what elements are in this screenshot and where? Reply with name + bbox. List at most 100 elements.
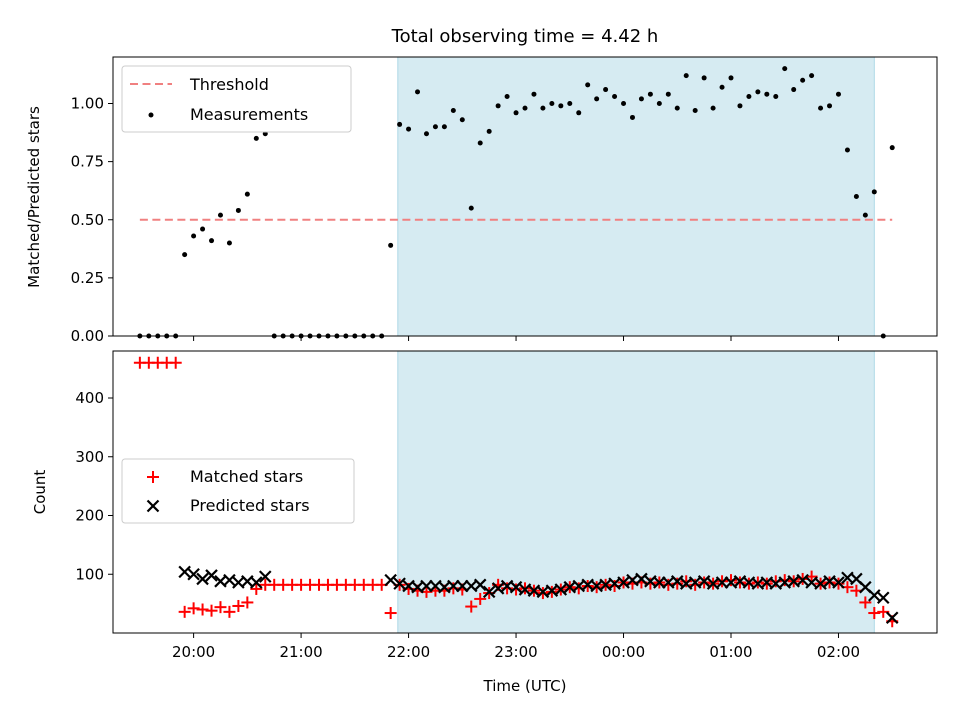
cross-b — [769, 577, 783, 590]
ratio-panel: 0.00 0.25 0.50 0.75 1.00 Matched/Predicted s… — [25, 56, 938, 345]
predicted-star-point — [223, 573, 236, 587]
measurement-point — [701, 75, 707, 81]
predicted-star-point — [670, 575, 684, 588]
legend-matched-swatch — [147, 471, 159, 483]
cross-b — [456, 579, 469, 593]
measurement-point — [629, 114, 635, 120]
matched-star-point — [384, 607, 397, 620]
ratio-ytick-label: 0.25 — [71, 269, 104, 287]
measurement-point — [621, 101, 627, 106]
ratio-ytick-label: 0.00 — [71, 327, 104, 345]
cross-b — [697, 575, 711, 588]
measurement-point — [791, 87, 797, 93]
legend-threshold-label: Threshold — [189, 75, 269, 94]
measurement-point — [415, 89, 421, 95]
ratio-ylabel: Matched/Predicted stars — [25, 106, 43, 288]
cross-b — [393, 577, 406, 590]
ratio-legend: Threshold Measurements — [121, 65, 352, 133]
cross-b — [868, 589, 881, 602]
measurement-point — [782, 66, 788, 72]
predicted-star-point — [635, 572, 648, 586]
measurement-point — [809, 73, 815, 79]
count-ytick-label: 400 — [75, 389, 104, 407]
matched-star-point — [214, 601, 227, 614]
figure-title: Total observing time = 4.42 h — [391, 26, 659, 47]
predicted-star-point — [876, 591, 890, 605]
cross-b — [214, 575, 227, 588]
predicted-star-point — [205, 569, 218, 582]
predicted-star-point — [697, 575, 711, 588]
matched-star-point — [187, 602, 200, 615]
measurement-point — [217, 212, 223, 218]
measurement-point — [504, 94, 510, 100]
matched-star-point — [474, 592, 487, 605]
count-xtick-label: 23:00 — [494, 643, 537, 661]
measurement-point — [576, 110, 582, 116]
measurement-point — [397, 121, 403, 127]
measurement-point — [612, 94, 618, 100]
measurement-point — [388, 242, 394, 248]
measurement-point — [513, 110, 519, 116]
cross-b — [473, 578, 487, 592]
cross-b — [258, 570, 272, 583]
count-legend-box — [121, 458, 355, 524]
predicted-star-point — [482, 585, 496, 599]
matched-star-point — [769, 575, 782, 588]
measurement-point — [674, 105, 680, 111]
cross-b — [626, 573, 639, 587]
cross-b — [670, 575, 684, 588]
measurement-point — [853, 194, 859, 199]
cross-b — [859, 580, 872, 594]
cross-b — [572, 579, 586, 593]
cross-b — [635, 572, 648, 586]
matched-star-point — [250, 582, 263, 595]
ratio-ytick-label: 1.00 — [71, 95, 104, 113]
predicted-star-point — [868, 589, 881, 602]
measurement-point — [683, 73, 689, 79]
cross-b — [653, 576, 666, 589]
predicted-star-point — [393, 577, 406, 590]
count-xtick-label: 02:00 — [817, 643, 860, 661]
measurement-point — [244, 191, 250, 197]
predicted-star-point — [509, 580, 523, 594]
predicted-star-point — [715, 576, 729, 589]
predicted-star-point — [250, 576, 263, 589]
cross-b — [599, 578, 612, 592]
cross-b — [706, 577, 720, 590]
matched-star-point — [232, 599, 245, 612]
cross-b — [796, 573, 809, 587]
cross-b — [205, 569, 218, 582]
predicted-star-point — [384, 573, 397, 587]
cross-b — [509, 580, 523, 594]
predicted-star-point — [554, 583, 568, 596]
cross-b — [178, 565, 191, 579]
count-ytick-label: 300 — [75, 448, 104, 466]
measurement-point — [468, 205, 474, 211]
measurement-point — [818, 105, 824, 111]
measurement-point — [432, 124, 438, 130]
ratio-legend-box — [121, 65, 352, 133]
measurement-point — [226, 240, 232, 246]
cross-b — [885, 611, 899, 625]
matched-star-point — [223, 605, 236, 618]
matched-star-point — [501, 582, 514, 595]
predicted-star-point — [653, 576, 666, 589]
predicted-star-point — [187, 567, 200, 581]
cross-b — [545, 584, 559, 597]
matched-star-point — [725, 574, 737, 587]
matched-star-point — [447, 582, 460, 595]
cross-b — [223, 573, 236, 587]
cross-b — [464, 579, 478, 593]
cross-b — [384, 573, 397, 587]
predicted-star-point — [796, 573, 809, 587]
cross-b — [146, 499, 160, 513]
count-xtick-label: 21:00 — [279, 643, 322, 661]
cross-b — [554, 583, 568, 596]
count-legend: Matched stars Predicted stars — [121, 458, 355, 524]
measurement-point — [737, 103, 743, 109]
matched-star-point — [465, 600, 478, 613]
matched-star-point — [169, 356, 182, 369]
cross-b — [876, 591, 890, 605]
cross-b — [411, 580, 424, 594]
